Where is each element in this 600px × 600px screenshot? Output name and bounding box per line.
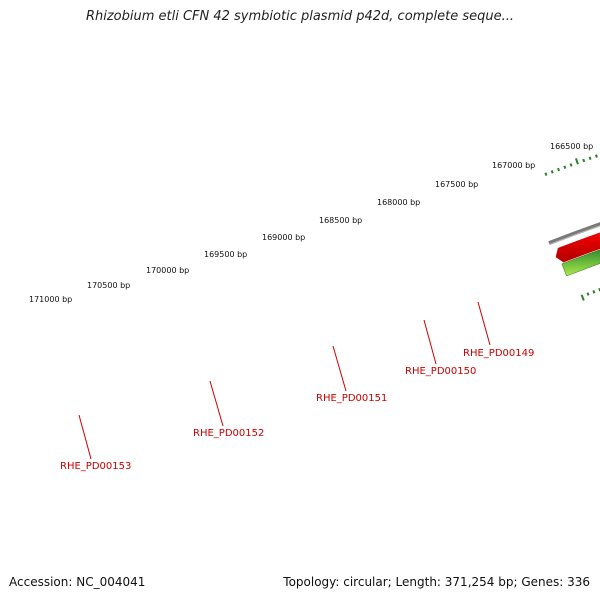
outer-tick <box>557 167 560 172</box>
tick-label: 167500 bp <box>435 180 478 189</box>
gene-labels: RHE_PD00149 RHE_PD00150 RHE_PD00151 RHE_… <box>60 301 534 472</box>
topology-info-text: Topology: circular; Length: 371,254 bp; … <box>283 575 590 589</box>
tick-label: 170500 bp <box>87 281 130 290</box>
leader-line <box>423 319 437 365</box>
leader-line <box>332 345 347 392</box>
tick-label: 170000 bp <box>146 266 189 275</box>
tick-label: 168000 bp <box>377 198 420 207</box>
gene-label-rhe-pd00153[interactable]: RHE_PD00153 <box>60 461 131 472</box>
inner-tick <box>592 290 596 294</box>
outer-tick <box>582 158 586 163</box>
map-title: Rhizobium etli CFN 42 symbiotic plasmid … <box>85 9 515 24</box>
tick-label: 167000 bp <box>492 161 535 170</box>
leader-line <box>78 414 92 460</box>
outer-tick <box>550 170 554 174</box>
inner-tick <box>580 294 585 301</box>
gene-label-rhe-pd00151[interactable]: RHE_PD00151 <box>316 393 387 404</box>
gene-label-rhe-pd00150[interactable]: RHE_PD00150 <box>405 366 476 377</box>
inner-scale-ticks <box>580 287 600 301</box>
leader-line <box>477 301 491 346</box>
tick-label: 169500 bp <box>204 250 247 259</box>
tick-label: 166500 bp <box>550 142 593 151</box>
gene-track <box>555 232 600 277</box>
gene-label-rhe-pd00152[interactable]: RHE_PD00152 <box>193 428 264 439</box>
forward-gene <box>555 232 600 263</box>
outer-tick <box>594 154 598 158</box>
outer-tick <box>544 172 548 176</box>
gene-label-rhe-pd00149[interactable]: RHE_PD00149 <box>463 348 534 359</box>
inner-tick <box>586 292 590 296</box>
tick-label: 171000 bp <box>29 295 72 304</box>
outer-tick <box>563 165 567 169</box>
outer-tick <box>569 163 573 167</box>
tick-label: 168500 bp <box>319 216 362 225</box>
leader-line <box>209 380 224 427</box>
scale-labels: 166500 bp 167000 bp 167500 bp 168000 bp … <box>29 142 593 304</box>
outer-scale-ticks <box>544 154 598 176</box>
reverse-gene <box>561 249 600 277</box>
outer-tick <box>574 158 579 165</box>
outer-tick <box>588 156 592 161</box>
accession-text: Accession: NC_004041 <box>9 575 146 589</box>
tick-label: 169000 bp <box>262 233 305 242</box>
